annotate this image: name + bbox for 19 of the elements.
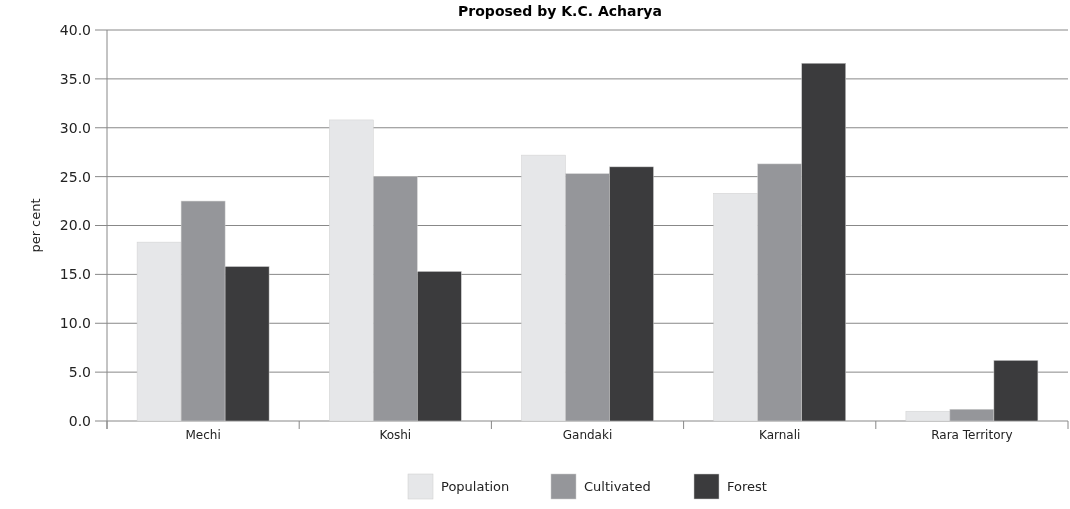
x-tick-label: Karnali: [759, 428, 801, 442]
y-tick-label: 30.0: [59, 119, 91, 136]
x-tick-label: Mechi: [185, 428, 221, 442]
x-tick-label: Koshi: [379, 428, 412, 442]
x-tick-label: Rara Territory: [931, 428, 1013, 442]
legend-label: Population: [441, 478, 510, 494]
y-tick-label: 35.0: [59, 70, 91, 87]
y-tick-label: 20.0: [59, 217, 91, 234]
y-tick-label: 15.0: [59, 266, 91, 283]
y-tick-label: 10.0: [59, 315, 91, 332]
x-tick-label: Gandaki: [562, 428, 613, 442]
legend-label: Forest: [727, 478, 767, 494]
y-tick-label: 5.0: [68, 364, 91, 381]
y-tick-label: 40.0: [59, 21, 91, 38]
y-tick-label: 0.0: [68, 412, 91, 429]
legend-label: Cultivated: [584, 478, 651, 494]
y-axis-title: per cent: [28, 198, 43, 253]
chart-title: Proposed by K.C. Acharya: [458, 3, 662, 19]
y-tick-label: 25.0: [59, 168, 91, 185]
